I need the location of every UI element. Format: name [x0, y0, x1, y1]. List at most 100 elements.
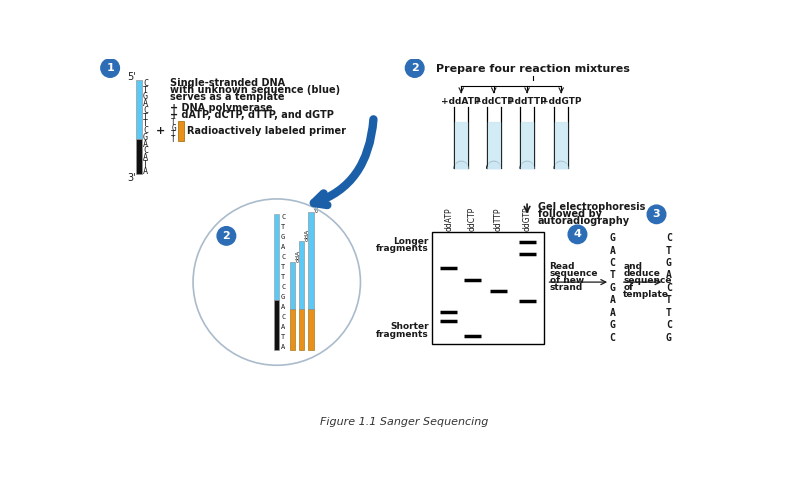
Bar	[136, 139, 142, 174]
Text: A: A	[143, 167, 148, 176]
Text: T: T	[281, 334, 285, 340]
Text: ddGTP: ddGTP	[522, 206, 532, 230]
Text: A: A	[281, 344, 285, 350]
Text: serves as a template: serves as a template	[169, 92, 284, 102]
Bar	[136, 80, 142, 139]
Bar	[432, 232, 545, 343]
Bar	[274, 214, 280, 300]
Text: G: G	[666, 333, 672, 343]
Text: A: A	[143, 140, 148, 148]
Text: A: A	[609, 295, 615, 305]
Text: A: A	[281, 245, 285, 250]
Text: Gel electrophoresis: Gel electrophoresis	[538, 202, 645, 212]
Text: ddA: ddA	[314, 199, 319, 212]
Text: G: G	[666, 258, 672, 268]
Text: 2: 2	[222, 231, 230, 241]
Bar	[274, 300, 280, 350]
Text: C: C	[666, 233, 672, 243]
Text: C: C	[281, 284, 285, 290]
Text: C: C	[666, 283, 672, 293]
Text: C: C	[281, 314, 285, 320]
Text: T: T	[171, 118, 176, 127]
Text: A: A	[609, 245, 615, 256]
Text: T: T	[171, 129, 176, 139]
Text: 1: 1	[106, 63, 114, 73]
Text: A: A	[281, 324, 285, 330]
Text: C: C	[143, 126, 148, 135]
Text: G: G	[281, 294, 285, 300]
Text: + dATP, dCTP, dTTP, and dGTP: + dATP, dCTP, dTTP, and dGTP	[169, 110, 333, 120]
FancyArrowPatch shape	[314, 120, 374, 205]
Text: fragments: fragments	[376, 330, 429, 339]
Circle shape	[217, 227, 236, 245]
Text: followed by: followed by	[538, 209, 602, 220]
Text: A: A	[143, 153, 148, 162]
Text: T: T	[666, 245, 672, 256]
Text: T: T	[143, 120, 148, 128]
Bar	[177, 121, 184, 141]
Text: and: and	[623, 262, 642, 271]
Text: deduce: deduce	[623, 269, 660, 278]
Text: sequence: sequence	[623, 276, 671, 285]
Text: A: A	[281, 304, 285, 310]
Text: C: C	[143, 106, 148, 115]
Text: +ddATP: +ddATP	[441, 97, 481, 105]
Text: G: G	[171, 124, 176, 133]
Text: C: C	[143, 79, 148, 88]
Text: A: A	[609, 308, 615, 318]
Text: of new: of new	[549, 276, 584, 285]
Text: Longer: Longer	[393, 237, 429, 246]
Text: Read: Read	[549, 262, 575, 271]
Text: fragments: fragments	[376, 245, 429, 253]
Text: T: T	[609, 270, 615, 280]
Text: +ddTTP: +ddTTP	[507, 97, 547, 105]
Text: Single-stranded DNA: Single-stranded DNA	[169, 78, 285, 88]
Text: A: A	[666, 270, 672, 280]
Text: 3: 3	[652, 209, 660, 220]
Bar	[308, 309, 314, 350]
Bar	[308, 212, 314, 309]
Bar	[289, 309, 295, 350]
Text: G: G	[281, 234, 285, 240]
Text: 2: 2	[411, 63, 418, 73]
Text: +: +	[156, 126, 165, 136]
Text: A: A	[143, 99, 148, 108]
Text: T: T	[281, 274, 285, 280]
Text: ddA: ddA	[296, 249, 301, 262]
Circle shape	[647, 205, 666, 223]
Bar	[299, 309, 304, 350]
Text: 5': 5'	[127, 72, 136, 81]
Text: T: T	[281, 264, 285, 270]
Text: +ddGTP: +ddGTP	[541, 97, 582, 105]
Text: C: C	[281, 254, 285, 260]
Text: C: C	[609, 333, 615, 343]
Text: template: template	[623, 290, 669, 299]
Text: ddTTP: ddTTP	[494, 207, 503, 230]
Circle shape	[568, 225, 587, 244]
Text: ddA: ddA	[305, 229, 310, 242]
Text: strand: strand	[549, 283, 583, 292]
Text: ddATP: ddATP	[444, 207, 453, 230]
Text: of: of	[623, 283, 634, 292]
Text: C: C	[666, 320, 672, 330]
Text: T: T	[666, 295, 672, 305]
Text: T: T	[171, 135, 176, 144]
Text: T: T	[143, 86, 148, 95]
Text: G: G	[143, 93, 148, 101]
Circle shape	[101, 59, 120, 77]
Text: C: C	[143, 147, 148, 155]
Text: autoradiography: autoradiography	[538, 216, 630, 226]
Text: +ddCTP: +ddCTP	[474, 97, 514, 105]
Text: T: T	[281, 224, 285, 230]
Text: G: G	[609, 233, 615, 243]
Text: C: C	[281, 215, 285, 220]
Text: + DNA polymerase: + DNA polymerase	[169, 103, 273, 113]
Text: G: G	[609, 320, 615, 330]
Circle shape	[405, 59, 424, 77]
Text: T: T	[666, 308, 672, 318]
Text: T: T	[143, 160, 148, 169]
Text: ddCTP: ddCTP	[467, 206, 477, 230]
Text: with unknown sequence (blue): with unknown sequence (blue)	[169, 85, 340, 96]
Text: C: C	[609, 258, 615, 268]
Text: 3': 3'	[127, 173, 136, 183]
